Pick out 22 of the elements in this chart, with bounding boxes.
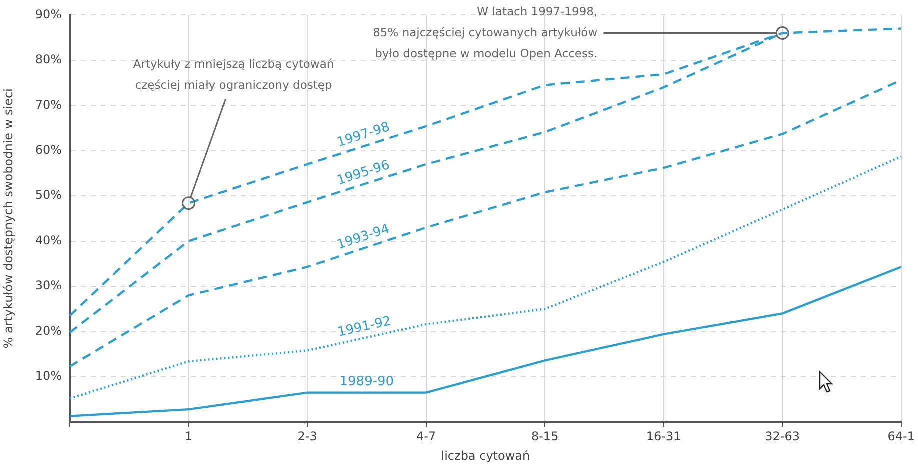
y-tick-label: 30% [35,278,62,293]
x-tick-label: 16-31 [646,430,682,444]
y-tick-label: 70% [35,98,62,112]
x-axis-title: liczba cytowań [441,448,530,463]
series-label: 1989-90 [340,374,394,390]
y-tick-label: 50% [35,188,62,202]
y-axis-title: % artykułów dostępnych swobodnie w sieci [1,88,16,349]
x-tick-label: 1 [184,430,193,444]
y-tick-label: 20% [35,324,62,338]
x-tick-label: 2-3 [298,430,318,444]
y-tick-label: 80% [35,52,62,67]
y-tick-label: 60% [35,142,62,157]
y-tick-label: 10% [35,369,62,384]
x-tick-label: 4-7 [416,430,436,444]
y-tick-label: 40% [35,233,62,248]
annotation: Artykuły z mniejszą liczbą cytowań częściej miały ograniczony dostęp [133,56,334,92]
x-tick-label: 64-1 [888,430,915,444]
annotation: W latach 1997-1998, 85% najczęściej cytowanych artykułów było dostępne w modelu Open Access. [373,4,598,60]
text: 1991-92 [336,314,393,340]
x-tick-label: 8-15 [531,430,559,444]
x-tick-label: 32-63 [765,430,800,444]
y-tick-label: 90% [35,7,62,22]
